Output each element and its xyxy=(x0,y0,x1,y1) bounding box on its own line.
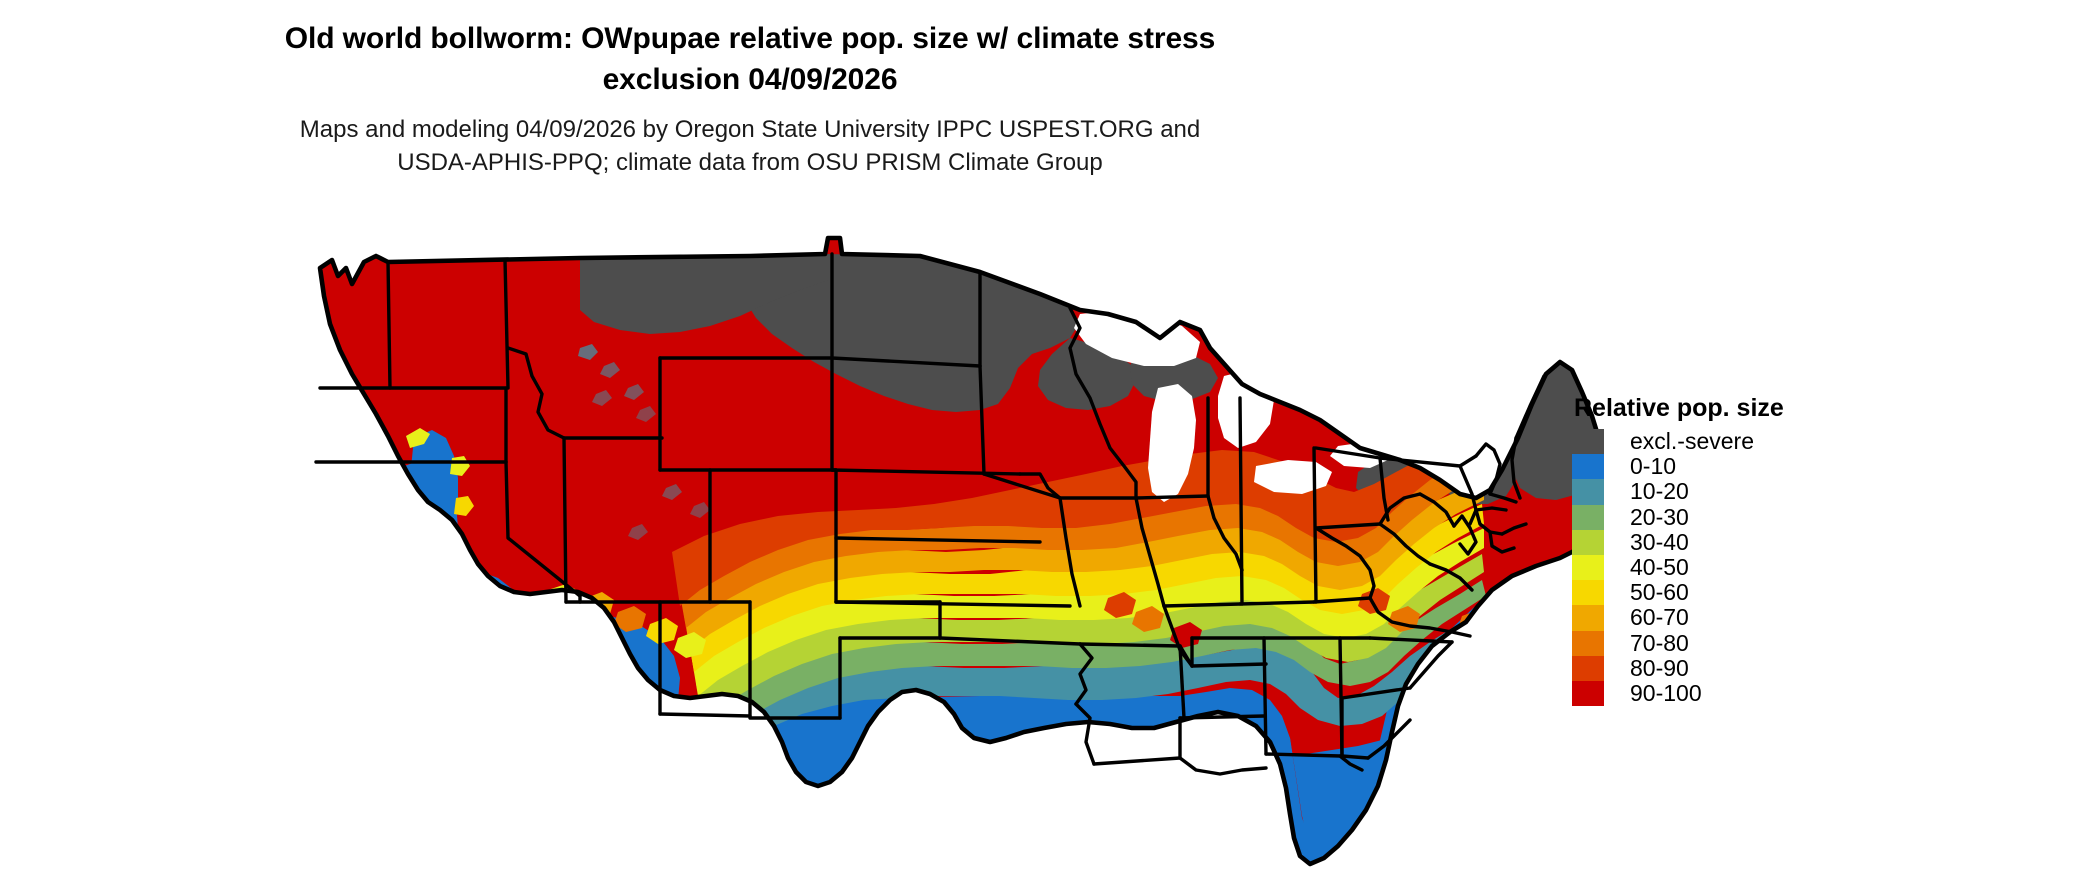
legend-swatch xyxy=(1572,429,1604,455)
legend-swatch xyxy=(1572,605,1604,631)
raster-class-30-40 xyxy=(692,554,1484,720)
page-title: Old world bollworm: OWpupae relative pop… xyxy=(284,22,1216,96)
legend-items: excl.-severe 0-10 10-20 20-30 30-40 40-50 50-6… xyxy=(1572,428,1902,707)
legend-swatch xyxy=(1572,680,1604,707)
legend-label: 90-100 xyxy=(1630,679,1702,706)
legend-label: 40-50 xyxy=(1630,553,1689,580)
legend-item: 60-70 xyxy=(1572,604,1902,631)
legend-item: 20-30 xyxy=(1572,503,1902,530)
legend-label: 60-70 xyxy=(1630,604,1689,631)
legend-item: 50-60 xyxy=(1572,579,1902,606)
legend-swatch xyxy=(1572,529,1604,555)
legend-label: 70-80 xyxy=(1630,629,1689,656)
legend-title: Relative pop. size xyxy=(1574,394,1784,422)
legend-item: 90-100 xyxy=(1572,679,1902,707)
legend-item: 80-90 xyxy=(1572,654,1902,681)
legend-label: 10-20 xyxy=(1630,478,1689,505)
legend-label: 20-30 xyxy=(1630,503,1689,530)
state-boundaries xyxy=(314,238,1600,864)
legend-label: 30-40 xyxy=(1630,528,1689,555)
page-subtitle: Maps and modeling 04/09/2026 by Oregon S… xyxy=(299,116,1201,176)
legend-item: 30-40 xyxy=(1572,528,1902,555)
legend: Relative pop. size excl.-severe 0-10 10-20… xyxy=(1572,394,1902,707)
legend-swatch xyxy=(1572,580,1604,606)
title-block: Old world bollworm: OWpupae relative pop… xyxy=(0,18,1500,179)
legend-item: 10-20 xyxy=(1572,478,1902,505)
legend-label: excl.-severe xyxy=(1630,428,1754,454)
legend-item: 70-80 xyxy=(1572,629,1902,656)
legend-swatch xyxy=(1572,479,1604,505)
raster-class-40-50 xyxy=(688,528,1484,696)
legend-item: excl.-severe xyxy=(1572,428,1902,455)
legend-swatch xyxy=(1572,655,1604,681)
map-svg xyxy=(314,198,1600,888)
us-choropleth-map xyxy=(280,198,1600,888)
raster-class-10-20 xyxy=(700,596,1486,770)
legend-swatch xyxy=(1572,554,1604,581)
legend-label: 0-10 xyxy=(1630,453,1677,480)
legend-label: 50-60 xyxy=(1630,579,1689,606)
legend-item: 0-10 xyxy=(1572,453,1902,480)
legend-swatch xyxy=(1572,504,1604,530)
legend-swatch xyxy=(1572,630,1604,656)
legend-swatch xyxy=(1572,454,1604,480)
legend-item: 40-50 xyxy=(1572,553,1902,581)
legend-label: 80-90 xyxy=(1630,654,1689,681)
